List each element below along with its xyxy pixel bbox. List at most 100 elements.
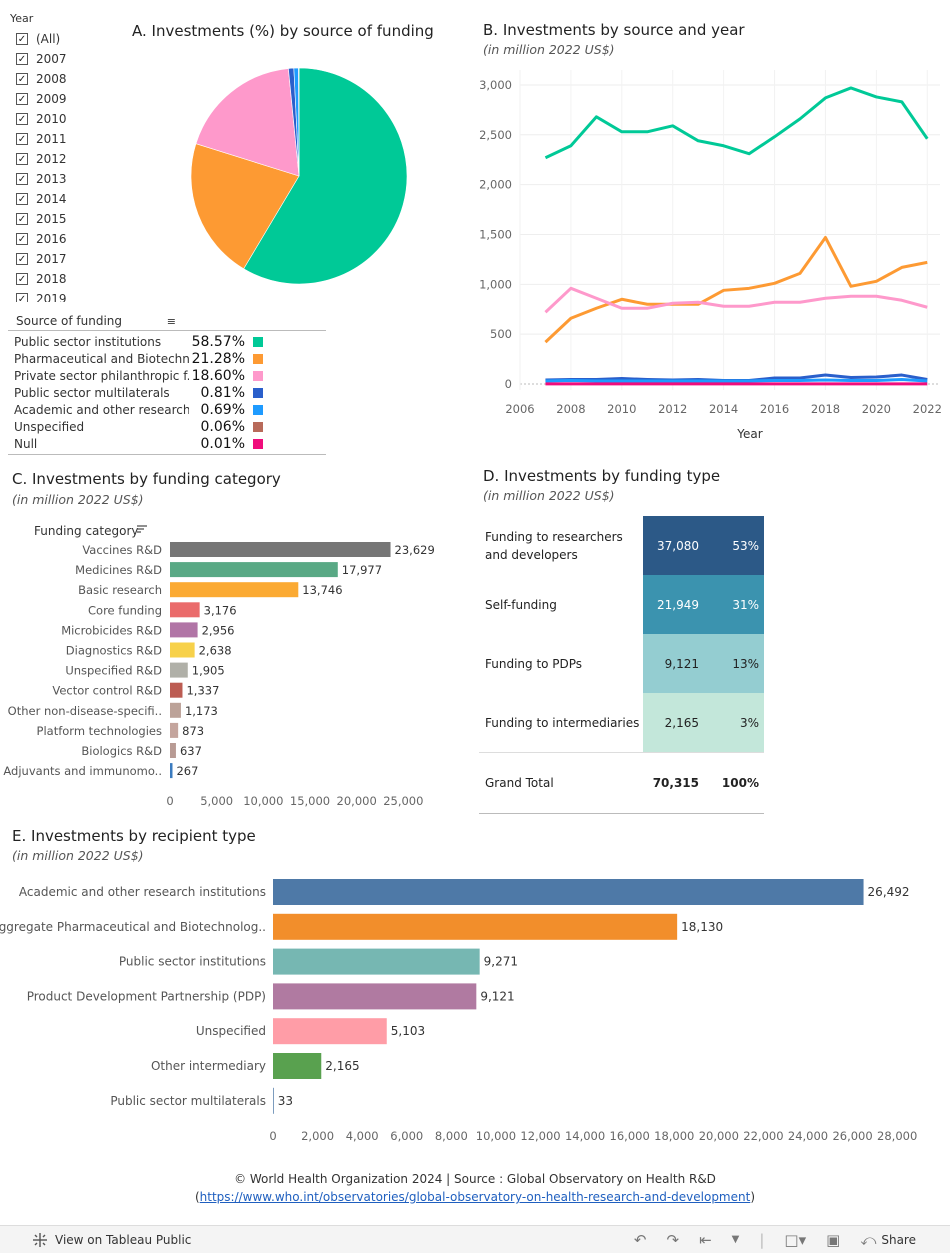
bar-value-label: 13,746 [302,583,342,597]
checkbox-icon[interactable]: ✓ [16,133,28,145]
legend-source-name: Null [8,437,189,451]
bar[interactable] [273,983,476,1009]
fullscreen-icon[interactable]: ▣ [826,1231,840,1249]
redo-icon[interactable]: ↷ [667,1231,680,1249]
series-line[interactable] [545,380,927,381]
bar[interactable] [170,622,198,637]
bar-value-label: 23,629 [395,543,435,557]
checkbox-icon[interactable]: ✓ [16,173,28,185]
bar[interactable] [170,542,391,557]
checkbox-icon[interactable]: ✓ [16,93,28,105]
year-option-2011[interactable]: ✓2011 [10,129,170,149]
year-option-label: 2019 [36,292,67,302]
refresh-dropdown-icon[interactable]: ▼ [732,1234,740,1245]
bar[interactable] [273,949,480,975]
bar[interactable] [170,562,338,577]
legend-source-pct: 58.57% [189,334,245,350]
legend-row[interactable]: Private sector philanthropic f..18.60% [8,367,326,384]
checkbox-icon[interactable]: ✓ [16,233,28,245]
bar[interactable] [170,723,178,738]
x-tick-label: 20,000 [337,794,377,808]
bar[interactable] [170,763,172,778]
category-label: Biologics R&D [81,744,162,758]
year-option-2018[interactable]: ✓2018 [10,269,170,289]
view-on-tableau-button[interactable]: View on Tableau Public [32,1232,191,1248]
legend-row[interactable]: Academic and other research ..0.69% [8,401,326,418]
checkbox-icon[interactable]: ✓ [16,73,28,85]
bar[interactable] [273,914,677,940]
chart-c-axis-header: Funding category [34,524,138,538]
legend-header: Source of funding [16,314,122,328]
chart-c-subtitle: (in million 2022 US$) [12,492,144,507]
legend-swatch [253,439,263,449]
bar[interactable] [170,683,182,698]
funding-type-pct: 31% [705,575,764,634]
bar[interactable] [170,663,188,678]
legend-row[interactable]: Pharmaceutical and Biotechn..21.28% [8,350,326,367]
funding-type-label: Self-funding [479,575,643,634]
year-option-2017[interactable]: ✓2017 [10,249,170,269]
share-button[interactable]: ⤺ Share [850,1231,916,1249]
y-tick-label: 1,500 [479,227,512,241]
year-option-2009[interactable]: ✓2009 [10,89,170,109]
download-icon[interactable]: □▾ [784,1231,806,1249]
series-line[interactable] [545,237,927,342]
revert-icon[interactable]: ⇤ [699,1231,712,1249]
series-line[interactable] [545,88,927,158]
year-option-2013[interactable]: ✓2013 [10,169,170,189]
year-option-2010[interactable]: ✓2010 [10,109,170,129]
checkbox-icon[interactable]: ✓ [16,153,28,165]
year-option-2007[interactable]: ✓2007 [10,49,170,69]
legend-source-pct: 0.06% [189,419,245,435]
sort-icon[interactable] [137,526,147,532]
legend-source-pct: 0.81% [189,385,245,401]
year-option-2012[interactable]: ✓2012 [10,149,170,169]
bar[interactable] [273,1018,387,1044]
undo-icon[interactable]: ↶ [634,1231,647,1249]
checkbox-icon[interactable]: ✓ [16,293,28,302]
year-option-2008[interactable]: ✓2008 [10,69,170,89]
checkbox-icon[interactable]: ✓ [16,253,28,265]
footer-source-link[interactable]: https://www.who.int/observatories/global… [200,1190,751,1204]
share-label: Share [881,1233,916,1247]
chart-c-title: C. Investments by funding category [12,470,281,488]
bar[interactable] [170,643,195,658]
year-option-2016[interactable]: ✓2016 [10,229,170,249]
bar[interactable] [273,1088,274,1114]
checkbox-icon[interactable]: ✓ [16,33,28,45]
legend-swatch [253,371,263,381]
bar-value-label: 26,492 [868,885,910,899]
bar[interactable] [170,743,176,758]
y-tick-label: 500 [490,327,512,341]
checkbox-icon[interactable]: ✓ [16,113,28,125]
year-option-2019[interactable]: ✓ 2019 [10,289,170,302]
bar[interactable] [273,1053,321,1079]
x-tick-label: 10,000 [243,794,283,808]
x-tick-label: 26,000 [832,1129,872,1143]
bar[interactable] [170,602,200,617]
checkbox-icon[interactable]: ✓ [16,193,28,205]
bar[interactable] [273,879,864,905]
bar[interactable] [170,703,181,718]
y-tick-label: 2,000 [479,178,512,192]
year-option-2015[interactable]: ✓2015 [10,209,170,229]
checkbox-icon[interactable]: ✓ [16,53,28,65]
checkbox-icon[interactable]: ✓ [16,213,28,225]
x-tick-label: 2006 [505,402,534,416]
bar[interactable] [170,582,298,597]
checkbox-icon[interactable]: ✓ [16,273,28,285]
tableau-logo-icon [32,1232,48,1248]
sort-icon[interactable]: ≡ [167,315,176,328]
year-option-2014[interactable]: ✓2014 [10,189,170,209]
series-line[interactable] [545,288,927,312]
